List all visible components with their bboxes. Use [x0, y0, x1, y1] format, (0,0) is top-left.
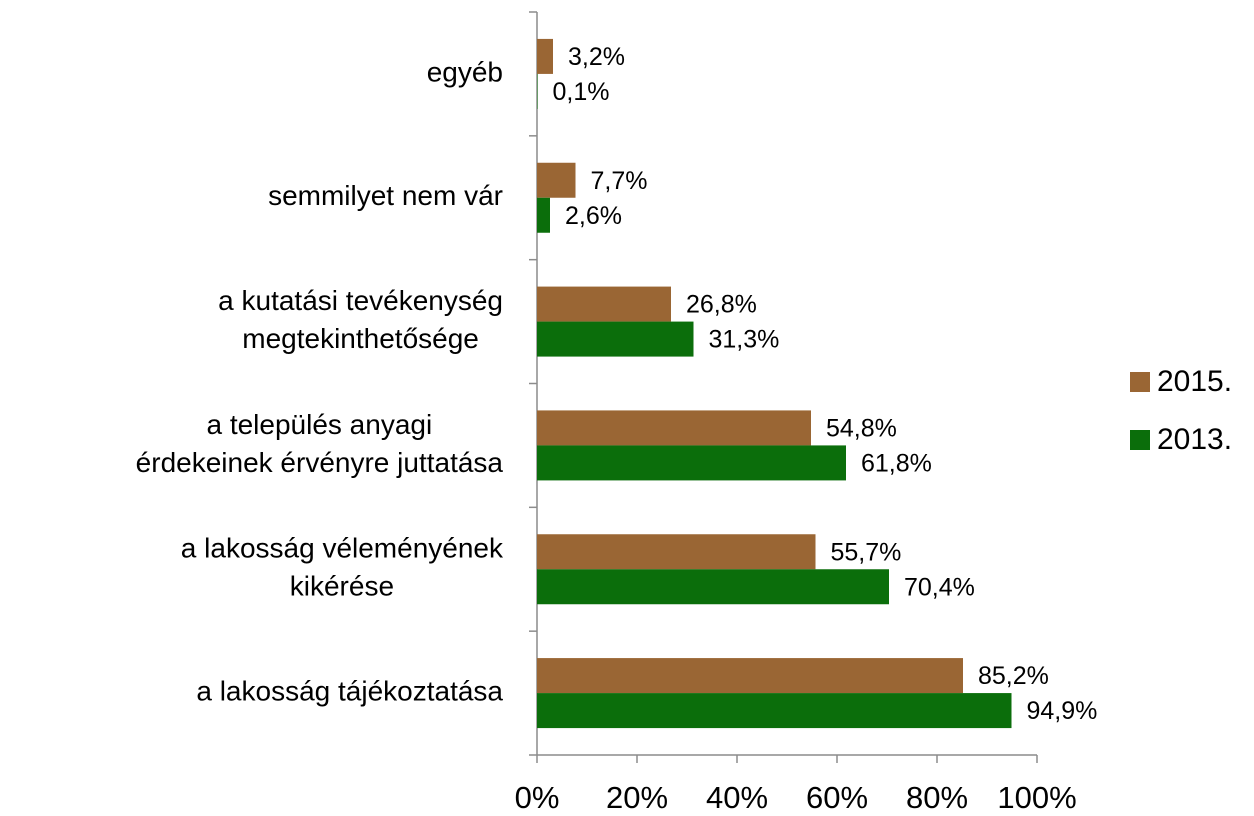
value-label: 54,8%	[826, 415, 897, 443]
value-label: 0,1%	[553, 78, 610, 106]
value-label: 26,8%	[686, 291, 757, 319]
category-label: érdekeinek érvényre juttatása	[136, 447, 504, 478]
x-tick-label: 40%	[706, 780, 768, 815]
legend-swatch	[1130, 430, 1150, 450]
legend-label: 2013.	[1157, 423, 1232, 456]
value-label: 3,2%	[568, 43, 625, 71]
x-tick-label: 80%	[906, 780, 968, 815]
value-label: 31,3%	[709, 326, 780, 354]
category-label: semmilyet nem vár	[268, 180, 503, 211]
bar	[537, 73, 538, 109]
value-label: 70,4%	[904, 573, 975, 601]
legend-label: 2015.	[1157, 365, 1232, 398]
category-label: egyéb	[427, 56, 503, 87]
legend-swatch	[1130, 372, 1150, 392]
x-tick-label: 100%	[997, 780, 1076, 815]
bar	[537, 569, 889, 605]
x-tick-label: 60%	[806, 780, 868, 815]
bar	[537, 410, 811, 446]
bar	[537, 658, 963, 694]
bar	[537, 445, 846, 481]
bar	[537, 38, 553, 74]
category-label: a település anyagi	[206, 409, 432, 440]
category-label: kikérése	[290, 571, 394, 602]
bar	[537, 534, 816, 570]
x-tick-label: 20%	[606, 780, 668, 815]
bar	[537, 197, 550, 233]
x-tick-label: 0%	[515, 780, 560, 815]
bar	[537, 321, 694, 357]
value-label: 2,6%	[565, 202, 622, 230]
value-label: 61,8%	[861, 450, 932, 478]
value-label: 7,7%	[591, 167, 648, 195]
bar	[537, 162, 576, 198]
category-label: a lakosság véleményének	[181, 533, 504, 564]
bar	[537, 693, 1012, 729]
value-label: 85,2%	[978, 662, 1049, 690]
category-label: megtekinthetősége	[242, 323, 479, 354]
category-label: a kutatási tevékenység	[218, 285, 503, 316]
value-label: 94,9%	[1027, 697, 1098, 725]
bar	[537, 286, 671, 322]
category-label: a lakosság tájékoztatása	[196, 675, 503, 706]
value-label: 55,7%	[831, 538, 902, 566]
